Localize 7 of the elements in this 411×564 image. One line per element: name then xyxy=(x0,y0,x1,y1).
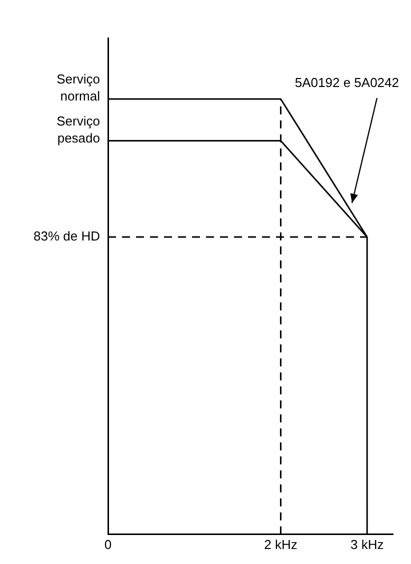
x-tick-label: 2 kHz xyxy=(264,536,298,552)
x-tick-label: 0 xyxy=(104,536,112,552)
series-label: Serviço normal xyxy=(56,72,100,104)
series-label: 83% de HD xyxy=(34,228,100,244)
x-tick-label: 3 kHz xyxy=(350,536,384,552)
series-label: Serviço pesado xyxy=(56,113,100,146)
annotation: 5A0192 e 5A0242 xyxy=(294,75,399,90)
